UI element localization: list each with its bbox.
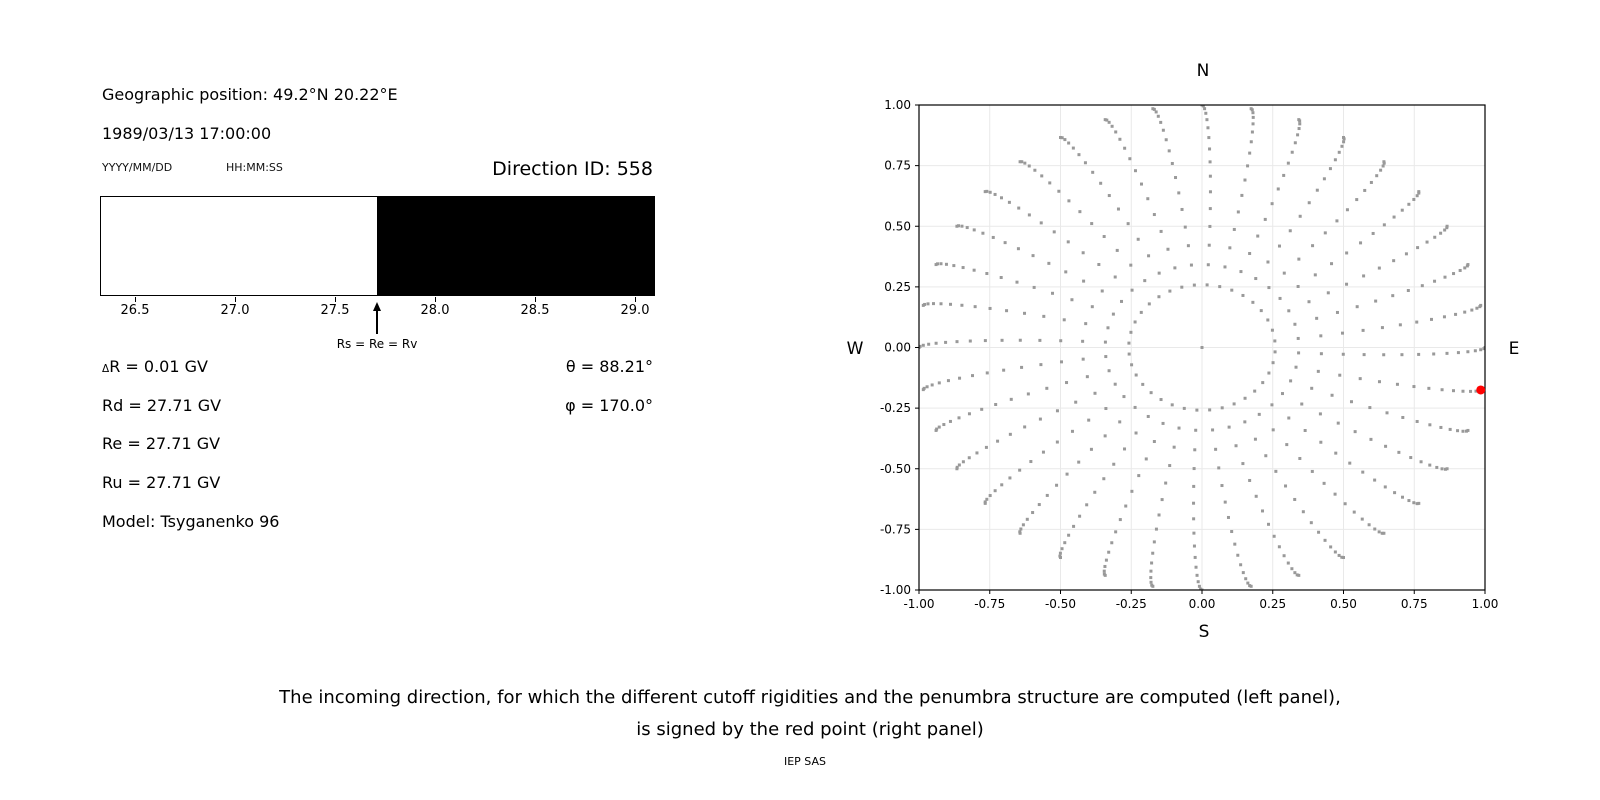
date-format-hint: YYYY/MM/DD <box>102 161 173 174</box>
penumbra-bar-chart <box>100 196 655 296</box>
x-tick-label: -1.00 <box>903 597 934 611</box>
y-tick-label: -0.50 <box>880 462 911 476</box>
geo-position-text: Geographic position: 49.2°N 20.22°E <box>102 85 398 104</box>
penumbra-x-tick <box>235 297 236 302</box>
penumbra-x-tick-label: 27.0 <box>220 303 250 318</box>
forbidden-rigidity-band <box>377 197 654 295</box>
phi-text: φ = 170.0° <box>565 396 653 415</box>
penumbra-x-tick-label: 26.5 <box>120 303 150 318</box>
rd-text: Rd = 27.71 GV <box>102 396 222 415</box>
selected-direction-point <box>1476 385 1486 395</box>
x-tick-label: -0.25 <box>1116 597 1147 611</box>
time-format-hint: HH:MM:SS <box>226 161 283 174</box>
direction-scatter-plot: -1.00 -0.75 -0.50 -0.25 0.00 0.25 0.50 0.75 1.00… <box>880 98 1499 611</box>
re-text: Re = 27.71 GV <box>102 434 221 453</box>
penumbra-x-axis: 26.5 27.0 27.5 28.0 28.5 29.0 <box>100 297 655 337</box>
penumbra-x-tick <box>135 297 136 302</box>
x-tick-label: 0.50 <box>1330 597 1357 611</box>
penumbra-x-tick-label: 28.0 <box>420 303 450 318</box>
penumbra-x-tick <box>435 297 436 302</box>
compass-label-east: E <box>1508 339 1520 359</box>
y-tick-label: 1.00 <box>884 98 911 112</box>
penumbra-x-tick <box>635 297 636 302</box>
arrow-head-icon <box>373 302 381 311</box>
cutoff-arrow-label: Rs = Re = Rv <box>336 337 418 351</box>
direction-grid-points <box>919 105 1485 590</box>
y-tick-label: 0.25 <box>884 280 911 294</box>
compass-label-north: N <box>1196 61 1210 81</box>
y-tick-label: -0.75 <box>880 522 911 536</box>
penumbra-x-tick-label: 27.5 <box>320 303 350 318</box>
x-tick-label: 1.00 <box>1472 597 1499 611</box>
x-tick-label: 0.75 <box>1401 597 1428 611</box>
penumbra-x-tick <box>335 297 336 302</box>
compass-label-south: S <box>1198 622 1210 642</box>
cutoff-arrow <box>371 302 383 334</box>
x-tick-label: 0.00 <box>1189 597 1216 611</box>
x-tick-label: -0.50 <box>1045 597 1076 611</box>
y-tick-label: 0.50 <box>884 219 911 233</box>
delta-r-value: R = 0.01 GV <box>109 357 208 376</box>
penumbra-x-tick <box>535 297 536 302</box>
credit-text: IEP SAS <box>783 755 827 768</box>
arrow-line <box>376 310 378 334</box>
penumbra-x-tick-label: 29.0 <box>620 303 650 318</box>
x-tick-label: -0.75 <box>974 597 1005 611</box>
x-tick-label: 0.25 <box>1259 597 1286 611</box>
delta-symbol: Δ <box>102 363 110 375</box>
theta-text: θ = 88.21° <box>565 357 653 376</box>
caption-line-1: The incoming direction, for which the di… <box>279 687 1341 708</box>
datetime-text: 1989/03/13 17:00:00 <box>102 124 272 143</box>
y-tick-label: -1.00 <box>880 583 911 597</box>
caption-line-2: is signed by the red point (right panel) <box>636 719 984 740</box>
y-tick-label: -0.25 <box>880 401 911 415</box>
delta-r-text: ΔR = 0.01 GV <box>102 357 208 376</box>
compass-label-west: W <box>846 339 864 359</box>
model-text: Model: Tsyganenko 96 <box>102 512 280 531</box>
y-tick-label: 0.00 <box>884 341 911 355</box>
ru-text: Ru = 27.71 GV <box>102 473 221 492</box>
y-tick-label: 0.75 <box>884 159 911 173</box>
penumbra-x-tick-label: 28.5 <box>520 303 550 318</box>
direction-id-text: Direction ID: 558 <box>492 158 653 180</box>
